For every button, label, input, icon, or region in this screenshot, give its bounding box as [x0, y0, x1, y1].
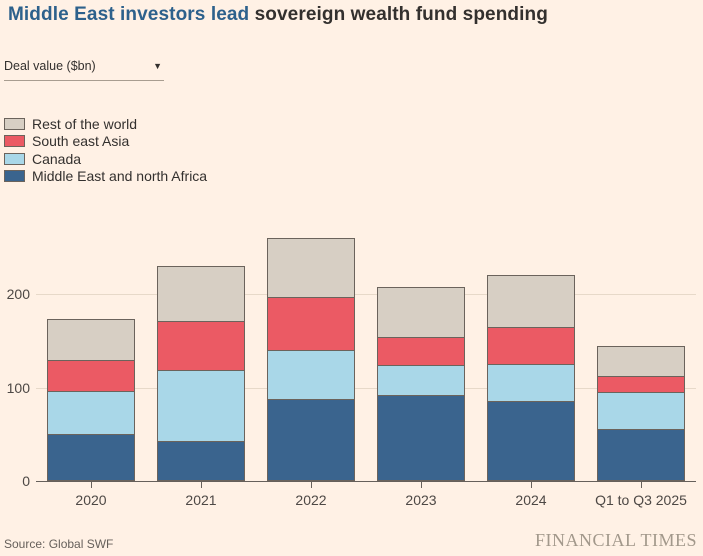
bar-segment-2022-canada[interactable] [267, 350, 355, 400]
page-title-rest: sovereign wealth fund spending [249, 4, 548, 25]
bar-segment-2023-middle-east-and-north-africa[interactable] [377, 395, 465, 481]
x-tick-2024 [531, 482, 532, 488]
bar-segment-2023-rest-of-the-world[interactable] [377, 286, 465, 339]
metric-dropdown-value: Deal value ($bn) [4, 59, 96, 73]
x-axis-label-2023: 2023 [405, 492, 437, 508]
bar-segment-2021-rest-of-the-world[interactable] [157, 266, 245, 323]
x-axis-label-2021: 2021 [185, 492, 217, 508]
x-axis-label-2022: 2022 [295, 492, 327, 508]
x-tick-2021 [201, 482, 202, 488]
bar-segment-2024-south-east-asia[interactable] [487, 326, 575, 366]
x-axis-label-2024: 2024 [515, 492, 547, 508]
bar-segment-2021-south-east-asia[interactable] [157, 321, 245, 371]
x-tick-q1-to-q3-2025 [641, 482, 642, 488]
page-title: Middle East investors lead sovereign wea… [8, 4, 548, 26]
legend-item-canada: Canada [4, 150, 207, 168]
x-tick-2023 [421, 482, 422, 488]
bar-segment-2023-canada[interactable] [377, 365, 465, 397]
bar-segment-2024-canada[interactable] [487, 364, 575, 402]
x-axis-label-q1-to-q3-2025: Q1 to Q3 2025 [595, 492, 687, 508]
bar-segment-2022-south-east-asia[interactable] [267, 296, 355, 352]
bar-segment-2022-middle-east-and-north-africa[interactable] [267, 398, 355, 481]
gridline-200 [36, 294, 696, 296]
legend-item-south-east-asia: South east Asia [4, 133, 207, 151]
x-axis-label-2020: 2020 [75, 492, 107, 508]
y-tick-label-200: 200 [6, 286, 30, 303]
legend: Rest of the world South east Asia Canada Mi… [4, 115, 207, 185]
bar-segment-2020-rest-of-the-world[interactable] [47, 319, 135, 362]
legend-item-rest-of-the-world: Rest of the world [4, 115, 207, 133]
chevron-down-icon: ▼ [153, 61, 162, 71]
legend-label-middle-east-and-north-africa: Middle East and north Africa [32, 168, 208, 185]
x-tick-2022 [311, 482, 312, 488]
legend-swatch-middle-east-and-north-africa [4, 170, 25, 183]
bar-segment-2022-rest-of-the-world[interactable] [267, 238, 355, 298]
financial-times-wordmark: FINANCIAL TIMES [534, 530, 697, 550]
bar-segment-q1-to-q3-2025-south-east-asia[interactable] [597, 376, 685, 394]
metric-dropdown[interactable]: Deal value ($bn) ▼ [4, 59, 164, 81]
bar-segment-2024-middle-east-and-north-africa[interactable] [487, 400, 575, 481]
legend-label-rest-of-the-world: Rest of the world [32, 115, 138, 132]
gridline-100 [36, 387, 696, 389]
x-tick-2020 [91, 482, 92, 488]
legend-swatch-south-east-asia [4, 135, 25, 148]
source-note: Source: Global SWF [4, 537, 114, 551]
legend-label-canada: Canada [32, 150, 82, 167]
y-tick-label-100: 100 [6, 379, 30, 396]
bar-segment-2020-canada[interactable] [47, 391, 135, 436]
page-title-highlight: Middle East investors lead [8, 4, 250, 25]
x-axis-line [36, 481, 696, 482]
y-tick-label-0: 0 [22, 473, 30, 489]
bar-segment-2020-south-east-asia[interactable] [47, 360, 135, 393]
bar-segment-2021-canada[interactable] [157, 369, 245, 442]
legend-swatch-rest-of-the-world [4, 117, 25, 130]
bar-segment-2021-middle-east-and-north-africa[interactable] [157, 440, 245, 481]
legend-swatch-canada [4, 152, 25, 165]
bar-segment-2023-south-east-asia[interactable] [377, 337, 465, 367]
legend-label-south-east-asia: South east Asia [32, 133, 130, 150]
bar-segment-q1-to-q3-2025-canada[interactable] [597, 392, 685, 430]
bar-segment-2020-middle-east-and-north-africa[interactable] [47, 434, 135, 481]
legend-item-middle-east-and-north-africa: Middle East and north Africa [4, 168, 207, 186]
plot-area: 0 100 200 2020 2021 2022 2023 2024 Q1 to Q3 2025 [7, 225, 696, 508]
bar-segment-2024-rest-of-the-world[interactable] [487, 275, 575, 328]
bar-segment-q1-to-q3-2025-rest-of-the-world[interactable] [597, 346, 685, 378]
bar-segment-q1-to-q3-2025-middle-east-and-north-africa[interactable] [597, 428, 685, 481]
